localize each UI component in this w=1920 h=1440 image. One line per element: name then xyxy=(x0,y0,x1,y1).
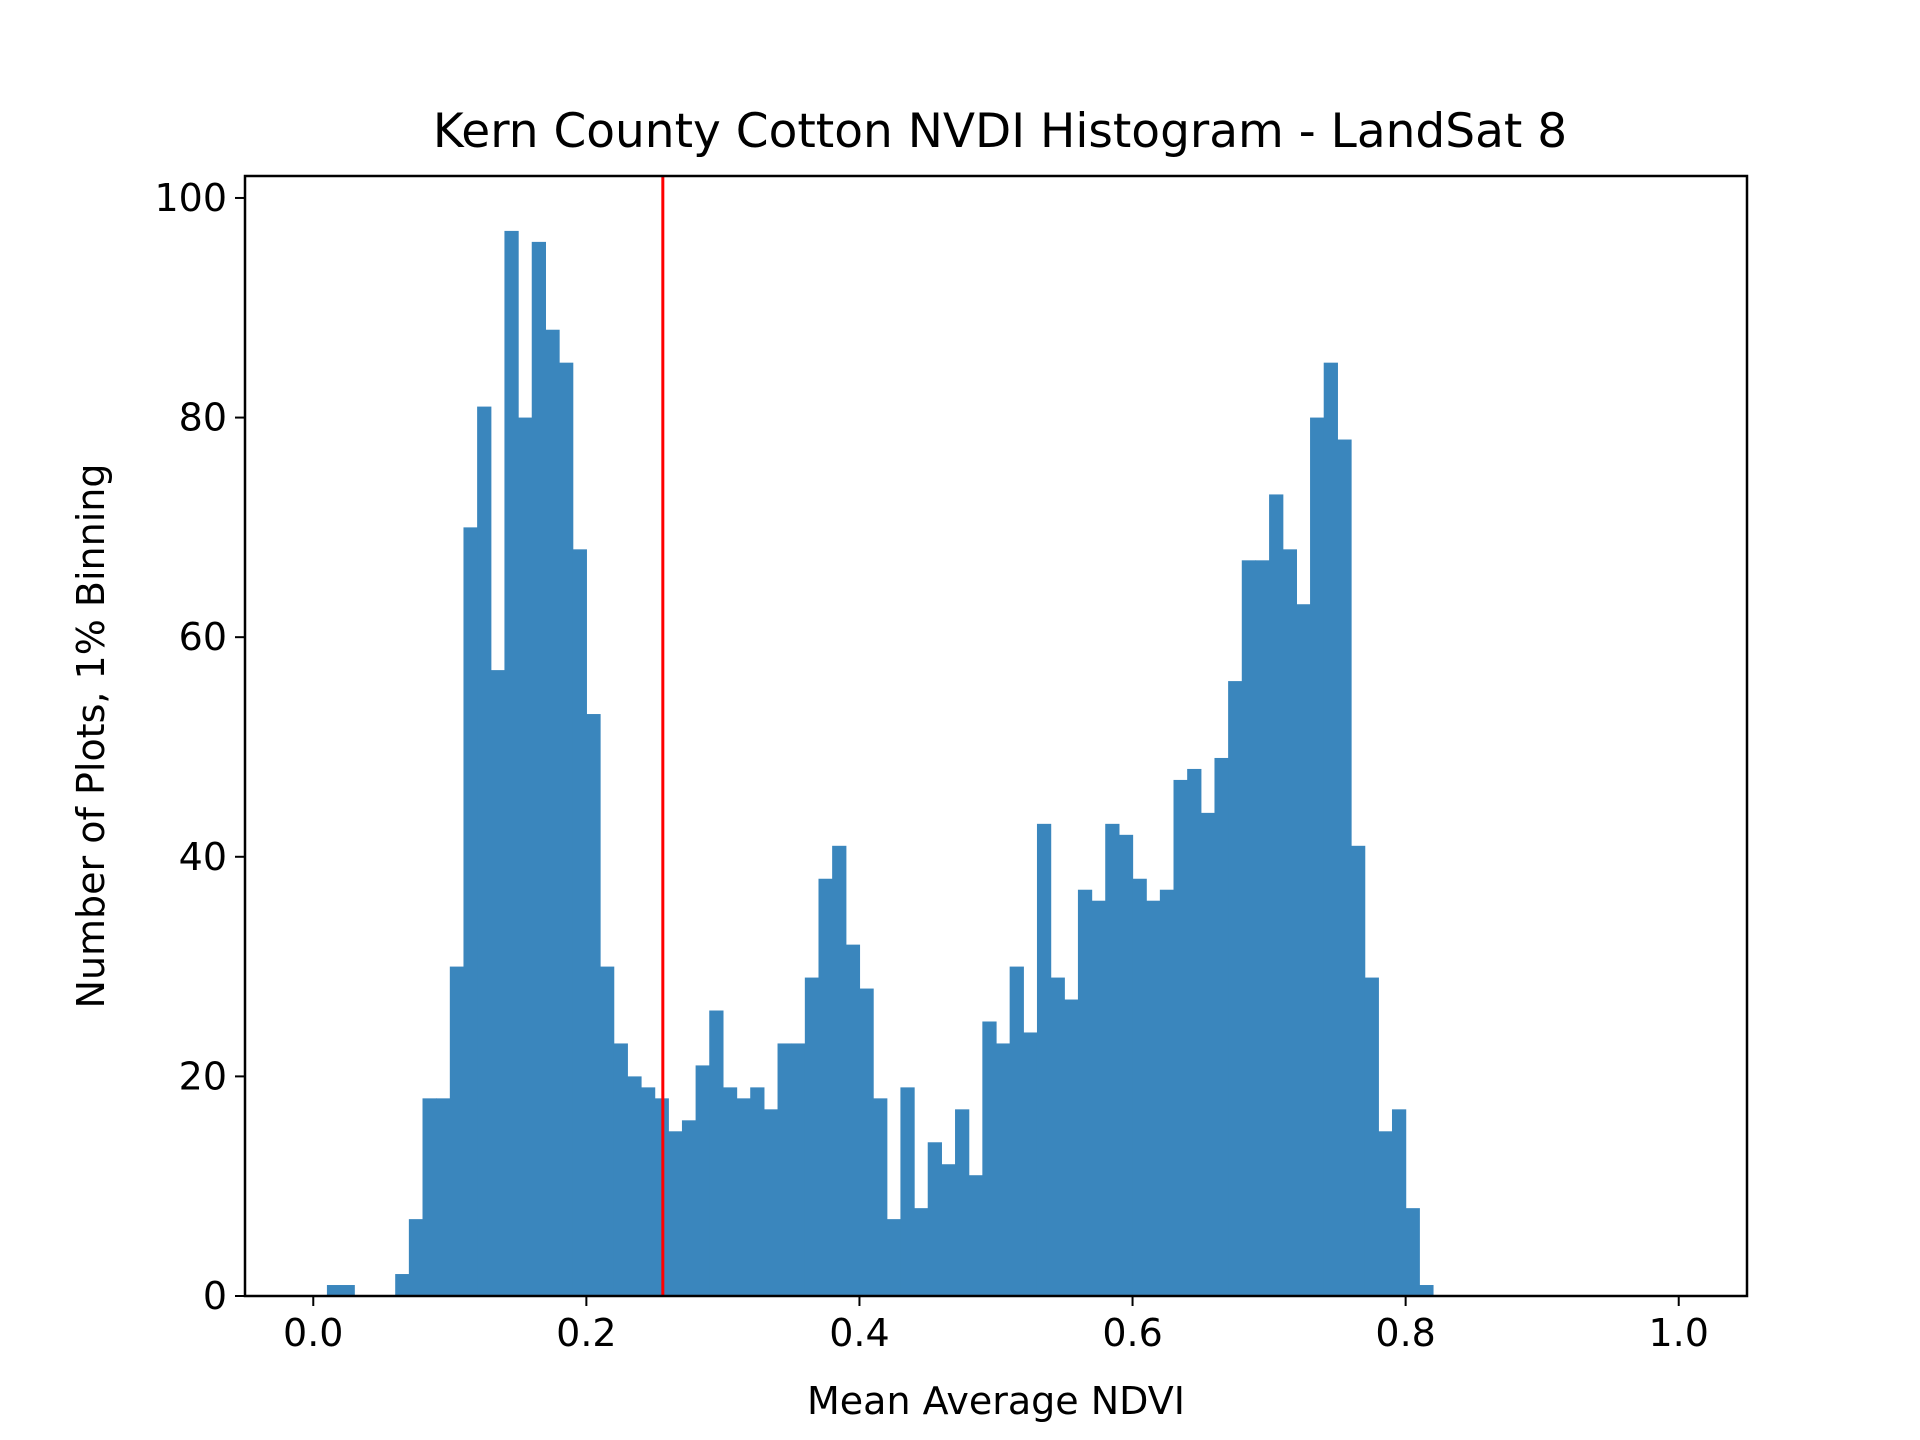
histogram-bar xyxy=(1146,900,1161,1296)
histogram-bar xyxy=(436,1098,451,1296)
histogram-bar xyxy=(1118,834,1134,1296)
histogram-bar xyxy=(1050,977,1065,1296)
histogram-bar xyxy=(1310,417,1325,1297)
histogram-bar xyxy=(408,1219,424,1296)
y-tick-label: 80 xyxy=(179,396,227,440)
x-tick-label: 0.0 xyxy=(283,1311,343,1355)
histogram-bar xyxy=(1200,812,1216,1296)
histogram-bar xyxy=(1282,549,1297,1296)
x-axis-label: Mean Average NDVI xyxy=(807,1379,1185,1423)
histogram-bar xyxy=(1391,1109,1407,1296)
histogram-bar xyxy=(1364,977,1379,1296)
histogram-bar xyxy=(572,549,587,1296)
histogram-bar xyxy=(791,1043,806,1296)
histogram-bar xyxy=(1255,560,1270,1296)
y-tick-label: 40 xyxy=(179,835,227,879)
histogram-bar xyxy=(449,966,465,1296)
histogram-bar xyxy=(1009,966,1024,1296)
bars-group xyxy=(326,230,1434,1297)
histogram-bar xyxy=(1351,845,1366,1296)
histogram-bar xyxy=(900,1087,915,1296)
histogram-bar xyxy=(750,1087,765,1296)
histogram-bar xyxy=(968,1175,983,1296)
histogram-bar xyxy=(1241,560,1257,1296)
histogram-bar xyxy=(955,1109,970,1296)
histogram-bar xyxy=(736,1098,751,1296)
histogram-bar xyxy=(1337,439,1352,1296)
histogram-bar xyxy=(613,1043,628,1296)
histogram-bar xyxy=(1077,889,1093,1296)
histogram-bar xyxy=(1173,779,1188,1296)
histogram-bar xyxy=(777,1043,792,1296)
histogram-bar xyxy=(1269,494,1284,1296)
histogram-bar xyxy=(422,1098,437,1296)
histogram-bar xyxy=(982,1021,997,1296)
histogram-bar xyxy=(1187,768,1202,1296)
histogram-bar xyxy=(763,1109,779,1296)
histogram-bar xyxy=(804,977,820,1296)
histogram-bar xyxy=(722,1087,738,1296)
x-tick-label: 0.2 xyxy=(556,1311,616,1355)
x-tick-label: 1.0 xyxy=(1649,1311,1709,1355)
histogram-bar xyxy=(1091,900,1106,1296)
histogram-bar xyxy=(640,1087,656,1296)
histogram-bar xyxy=(518,417,533,1297)
histogram-bar xyxy=(1064,999,1079,1296)
histogram-bar xyxy=(886,1219,902,1296)
x-tick-label: 0.6 xyxy=(1102,1311,1162,1355)
histogram-bar xyxy=(1132,878,1147,1296)
histogram-bar xyxy=(832,845,847,1296)
histogram-bar xyxy=(996,1043,1011,1296)
histogram-bar xyxy=(914,1208,929,1296)
histogram-bar xyxy=(695,1065,710,1296)
histogram-bar xyxy=(668,1131,683,1296)
chart-title: Kern County Cotton NVDI Histogram - Land… xyxy=(433,104,1567,159)
histogram-bar xyxy=(845,944,861,1296)
histogram-bar xyxy=(395,1274,410,1296)
y-tick-label: 20 xyxy=(179,1054,227,1098)
histogram-bar xyxy=(1378,1131,1393,1296)
histogram-bar xyxy=(1214,757,1229,1296)
x-tick-label: 0.4 xyxy=(829,1311,889,1355)
histogram-bar xyxy=(1023,1032,1038,1296)
histogram-bar xyxy=(531,241,546,1297)
histogram-bar xyxy=(600,966,615,1296)
histogram-bar xyxy=(477,406,492,1296)
histogram-bar xyxy=(504,230,519,1296)
histogram-bar xyxy=(1296,604,1311,1296)
histogram-bar xyxy=(463,527,478,1296)
histogram-bar xyxy=(1228,681,1243,1296)
histogram-bar xyxy=(1323,362,1338,1297)
histogram-bar xyxy=(545,329,560,1297)
histogram-bar xyxy=(709,1010,724,1296)
y-tick-label: 0 xyxy=(203,1274,227,1318)
histogram-bar xyxy=(681,1120,697,1296)
histogram-bar xyxy=(873,1098,888,1296)
x-tick-label: 0.8 xyxy=(1375,1311,1435,1355)
histogram-bar xyxy=(1419,1285,1434,1296)
histogram-bar xyxy=(1036,823,1052,1296)
histogram-bar xyxy=(1159,889,1175,1296)
histogram-bar xyxy=(586,714,601,1296)
y-tick-label: 100 xyxy=(154,176,227,220)
histogram-bar xyxy=(927,1142,942,1296)
histogram-bar xyxy=(340,1285,355,1296)
histogram-bar xyxy=(941,1164,956,1296)
histogram-bar xyxy=(818,878,833,1296)
y-axis-label: Number of Plots, 1% Binning xyxy=(69,464,113,1009)
histogram-bar xyxy=(559,362,574,1297)
y-ticks: 0 20 40 60 80 100 xyxy=(154,176,245,1318)
y-tick-label: 60 xyxy=(179,615,227,659)
histogram-bar xyxy=(859,988,874,1296)
x-ticks: 0.0 0.2 0.4 0.6 0.8 1.0 xyxy=(283,1296,1709,1355)
plot-frame xyxy=(243,174,1749,1298)
histogram-bar xyxy=(1105,823,1120,1296)
histogram-bar xyxy=(490,670,506,1296)
histogram-bar xyxy=(1405,1208,1420,1296)
histogram-bar xyxy=(627,1076,642,1296)
histogram-bar xyxy=(326,1285,342,1296)
